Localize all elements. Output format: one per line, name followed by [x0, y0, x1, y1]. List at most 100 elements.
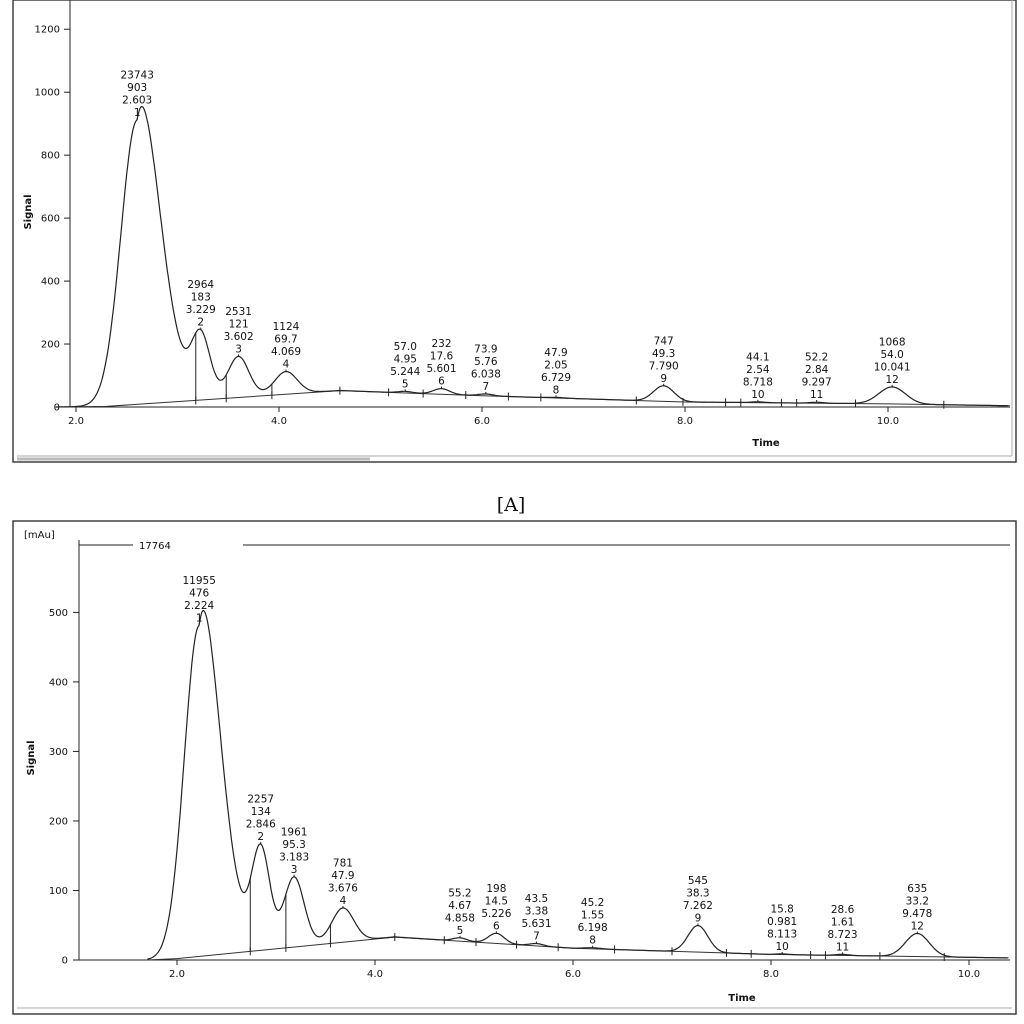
peak-label: 6.198	[578, 922, 608, 934]
x-tick-label: 10.0	[877, 416, 899, 427]
y-tick-label: 1200	[35, 25, 60, 36]
peak-label: 4.858	[445, 912, 475, 924]
peak-label: 5.244	[390, 366, 420, 378]
y-tick-label: 500	[49, 608, 68, 619]
peak-label: 198	[486, 883, 506, 895]
panel-b-drop-lines	[249, 878, 331, 952]
x-tick-label: 2.0	[68, 416, 84, 427]
peak-label: 4.95	[394, 353, 417, 365]
peak-label: 44.1	[746, 351, 769, 363]
peak-label: 28.6	[831, 904, 855, 916]
panel-b-outer-frame	[12, 520, 1017, 1015]
peak-label: 8	[553, 384, 560, 396]
peak-label: 3.38	[525, 906, 548, 918]
y-tick-label: 200	[49, 816, 68, 827]
y-tick-label: 600	[41, 214, 60, 225]
peak-label: 5.76	[474, 356, 498, 368]
peak-label: 6.729	[541, 372, 571, 384]
peak-label: 3.602	[224, 331, 254, 343]
peak-label: 11955	[182, 575, 215, 587]
peak-label: 1	[196, 613, 203, 625]
panel-a-caption: [A]	[497, 494, 526, 516]
panel-b-y-axis-label: Signal	[26, 740, 37, 775]
peak-label: 38.3	[686, 888, 709, 900]
peak-label: 1068	[879, 336, 906, 348]
y-tick-label: 400	[49, 677, 68, 688]
panel-a-outer-frame	[12, 0, 1017, 463]
peak-label: 7	[533, 931, 540, 943]
x-tick-label: 2.0	[169, 969, 185, 980]
panel-a-peak-labels: 237439032.603129641833.229225311213.6023…	[121, 70, 911, 403]
peak-label: 635	[907, 883, 927, 895]
peak-label: 95.3	[282, 839, 305, 851]
panel-a-ticks: 0 200 400 600 800 1000 1200 2.0 4.0 6.0 8.0 10.0	[35, 25, 900, 427]
peak-label: 1124	[273, 321, 300, 333]
peak-label: 1	[134, 107, 141, 119]
peak-label: 45.2	[581, 897, 604, 909]
x-tick-label: 6.0	[474, 416, 490, 427]
panel-b-ticks: 0 100 200 300 400 500 2.0 4.0 6.0 8.0 10.0	[49, 608, 980, 980]
x-tick-label: 8.0	[763, 969, 779, 980]
peak-label: 17.6	[430, 351, 454, 363]
peak-label: 47.9	[331, 870, 354, 882]
peak-label: 7.790	[649, 360, 679, 372]
peak-label: 183	[191, 292, 211, 304]
peak-label: 545	[688, 875, 708, 887]
peak-label: 9	[695, 913, 702, 925]
panel-a-drop-lines	[195, 332, 273, 401]
peak-label: 10	[775, 941, 788, 953]
peak-label: 9	[660, 373, 667, 385]
peak-label: 4.069	[271, 346, 301, 358]
peak-label: 7	[483, 381, 490, 393]
peak-label: 33.2	[906, 895, 929, 907]
x-tick-label: 10.0	[958, 969, 980, 980]
peak-label: 3.183	[279, 851, 309, 863]
peak-label: 55.2	[448, 887, 471, 899]
y-tick-label: 800	[41, 151, 60, 162]
peak-label: 5.601	[426, 363, 456, 375]
peak-label: 47.9	[544, 347, 567, 359]
peak-label: 1.61	[831, 916, 854, 928]
panel-b-x-axis-label: Time	[728, 993, 756, 1004]
peak-label: 903	[127, 82, 147, 94]
y-tick-label: 100	[49, 886, 68, 897]
peak-label: 57.0	[394, 341, 417, 353]
peak-label: 4	[283, 359, 290, 371]
peak-label: 2257	[247, 793, 274, 805]
peak-label: 12	[885, 374, 898, 386]
peak-label: 6	[438, 376, 445, 388]
peak-label: 9.478	[902, 908, 932, 920]
peak-label: 23743	[121, 70, 154, 82]
peak-label: 10	[751, 389, 764, 401]
peak-label: 2964	[187, 279, 214, 291]
peak-label: 2.224	[184, 600, 214, 612]
peak-label: 232	[431, 338, 451, 350]
baseline-line	[55, 390, 1010, 408]
peak-label: 7.262	[683, 900, 713, 912]
peak-label: 3	[291, 864, 298, 876]
peak-label: 134	[251, 806, 271, 818]
peak-label: 5.226	[481, 908, 511, 920]
peak-label: 0.981	[767, 916, 797, 928]
peak-label: 14.5	[485, 895, 508, 907]
panel-b-signal-trace	[147, 609, 1008, 960]
peak-label: 5	[457, 925, 464, 937]
peak-label: 73.9	[474, 343, 497, 355]
y-tick-label: 1000	[35, 88, 60, 99]
peak-label: 2.54	[746, 364, 770, 376]
peak-label: 2.05	[544, 359, 567, 371]
peak-label: 8.113	[767, 928, 797, 940]
x-tick-label: 6.0	[565, 969, 581, 980]
peak-label: 2531	[225, 306, 252, 318]
peak-label: 8.718	[743, 376, 773, 388]
panel-a-x-axis-label: Time	[752, 438, 780, 449]
peak-label: 476	[189, 588, 209, 600]
peak-label: 11	[836, 941, 849, 953]
panel-b-integration-markers	[249, 933, 945, 961]
peak-label: 49.3	[652, 348, 675, 360]
peak-label: 6.038	[471, 368, 501, 380]
